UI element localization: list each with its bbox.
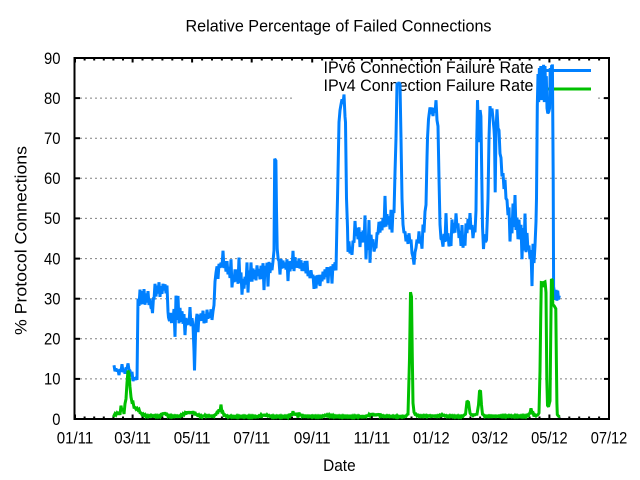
svg-text:80: 80 [44, 89, 61, 108]
svg-text:01/12: 01/12 [413, 429, 450, 448]
svg-text:Date: Date [323, 456, 356, 475]
svg-text:60: 60 [44, 169, 61, 188]
svg-text:07/11: 07/11 [233, 429, 270, 448]
svg-text:30: 30 [44, 290, 61, 309]
svg-text:0: 0 [52, 410, 60, 429]
svg-text:70: 70 [44, 129, 61, 148]
svg-text:11/11: 11/11 [354, 429, 391, 448]
svg-text:03/11: 03/11 [114, 429, 151, 448]
svg-text:05/11: 05/11 [174, 429, 211, 448]
svg-text:07/12: 07/12 [591, 429, 628, 448]
svg-text:05/12: 05/12 [531, 429, 568, 448]
svg-text:IPv4 Connection Failure Rate: IPv4 Connection Failure Rate [324, 76, 534, 95]
svg-text:10: 10 [44, 370, 61, 389]
svg-text:IPv6 Connection Failure Rate: IPv6 Connection Failure Rate [324, 58, 534, 77]
svg-text:03/12: 03/12 [472, 429, 509, 448]
svg-text:% Protocol Connections: % Protocol Connections [12, 146, 31, 335]
svg-text:01/11: 01/11 [57, 429, 94, 448]
svg-text:90: 90 [44, 49, 61, 68]
svg-text:Relative Percentage of Failed: Relative Percentage of Failed Connection… [186, 17, 492, 36]
svg-text:40: 40 [44, 249, 61, 268]
svg-text:50: 50 [44, 209, 61, 228]
svg-text:20: 20 [44, 330, 61, 349]
svg-text:09/11: 09/11 [294, 429, 331, 448]
